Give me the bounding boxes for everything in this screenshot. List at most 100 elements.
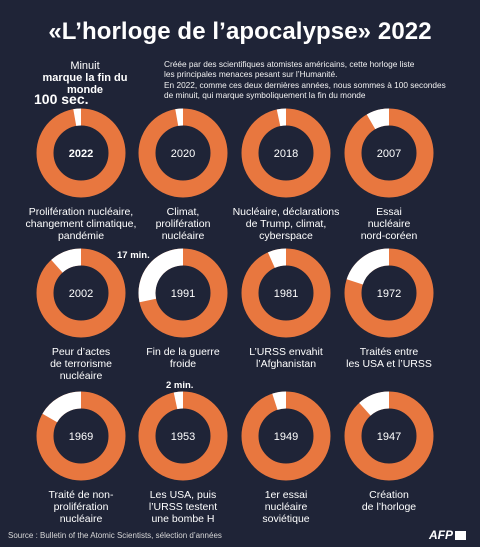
page-title: «L’horloge de l’apocalypse» 2022 xyxy=(48,18,432,45)
clock-caption-line: de l’horloge xyxy=(361,501,417,513)
clock-caption: L’URSS envahit l’Afghanistan xyxy=(226,346,346,370)
clock-caption-line: Traité de non- xyxy=(48,489,114,501)
clock-dial: 1947 xyxy=(344,391,434,481)
intro-line: En 2022, comme ces deux dernières années… xyxy=(164,79,446,90)
clock-caption-line: de terrorisme xyxy=(50,358,112,370)
clock-caption: Fin de la guerre froide xyxy=(123,346,243,370)
clock-caption-line: prolifération xyxy=(53,501,109,513)
clock-dial: 1953 xyxy=(138,391,228,481)
clock-year-label: 1949 xyxy=(274,431,298,443)
midnight-legend: Minuit marque la fin du monde xyxy=(26,60,144,96)
clock-dial: 2002 xyxy=(36,248,126,338)
clock-dial: 1972 xyxy=(344,248,434,338)
clock-caption-line: changement climatique, xyxy=(25,218,137,230)
clock-caption-line: prolifération xyxy=(155,218,211,230)
clock-ring xyxy=(138,391,228,481)
clock-year-label: 2002 xyxy=(69,288,93,300)
clock-remaining-segment xyxy=(175,108,184,126)
clock-2018: 2018 xyxy=(240,107,332,199)
clock-1972: 1972 xyxy=(343,247,435,339)
intro-line: Créée par des scientifiques atomistes am… xyxy=(164,59,415,69)
clock-caption-line: L’URSS envahit xyxy=(249,346,323,358)
clock-remaining-segment xyxy=(276,108,287,127)
clock-1947: 1947 xyxy=(343,390,435,482)
clock-remaining-segment xyxy=(272,391,287,410)
clock-caption: Nucléaire, déclarations de Trump, climat,… xyxy=(226,206,346,242)
clock-2022: 2022 xyxy=(35,107,127,199)
clock-ring xyxy=(138,108,228,198)
agency-logo: AFP xyxy=(429,528,466,542)
intro-line: les principales menaces pesant sur l’Hum… xyxy=(164,69,338,80)
clock-remaining-segment xyxy=(366,108,390,130)
clock-year-label: 1953 xyxy=(171,431,195,443)
clock-ring xyxy=(241,108,331,198)
clock-caption: Les USA, puis l’URSS testent une bombe H xyxy=(123,489,243,525)
clock-caption: 1er essai nucléaire soviétique xyxy=(226,489,346,525)
clock-caption: Climat, prolifération nucléaire xyxy=(123,206,243,242)
clock-remaining-segment xyxy=(73,108,82,126)
clock-dial: 2018 xyxy=(241,108,331,198)
agency-logo-mark xyxy=(455,531,466,540)
clock-caption-line: Nucléaire, déclarations xyxy=(232,206,340,218)
clock-caption-line: cyberspace xyxy=(259,230,313,242)
clock-caption-line: une bombe H xyxy=(151,513,215,525)
clock-dial: 2007 xyxy=(344,108,434,198)
clock-caption-line: soviétique xyxy=(262,513,310,525)
clock-caption-line: Essai xyxy=(376,206,402,218)
clock-caption-line: froide xyxy=(169,358,197,370)
clock-year-label: 1981 xyxy=(274,288,298,300)
clock-dial: 1949 xyxy=(241,391,331,481)
clock-caption-line: l’URSS testent xyxy=(148,501,218,513)
clock-remaining-segment xyxy=(42,391,82,423)
midnight-label: Minuit xyxy=(70,60,100,72)
clock-dial: 1969 xyxy=(36,391,126,481)
clock-2007: 2007 xyxy=(343,107,435,199)
intro-line: de minuit, qui marque symboliquement la … xyxy=(164,90,366,101)
clock-1991: 1991 xyxy=(137,247,229,339)
clock-caption-line: l’Afghanistan xyxy=(255,358,317,370)
clock-caption-line: nucléaire xyxy=(59,370,103,382)
clock-caption-line: Climat, xyxy=(166,206,200,218)
clock-caption: Traité de non-prolifération nucléaire xyxy=(21,489,141,525)
clock-caption-line: Peur d’actes xyxy=(51,346,111,358)
clock-year-label: 1972 xyxy=(377,288,401,300)
clock-remaining-segment xyxy=(359,391,390,416)
midnight-marker-label: marque la fin du monde xyxy=(42,72,128,96)
clock-ring xyxy=(36,108,126,198)
clock-year-label: 2007 xyxy=(377,148,401,160)
clock-2002: 2002 xyxy=(35,247,127,339)
clock-caption-line: nucléaire xyxy=(367,218,411,230)
clock-remaining-segment xyxy=(267,248,287,269)
agency-logo-text: AFP xyxy=(429,528,453,542)
annotation-1991: 17 min. xyxy=(117,250,150,261)
clock-remaining-segment xyxy=(173,391,184,410)
clock-caption-line: Fin de la guerre xyxy=(146,346,220,358)
clock-dial: 2020 xyxy=(138,108,228,198)
clock-caption: Création de l’horloge xyxy=(329,489,449,513)
clock-2020: 2020 xyxy=(137,107,229,199)
clock-year-label: 1969 xyxy=(69,431,93,443)
clock-caption-line: Création xyxy=(369,489,409,501)
clock-remaining-segment xyxy=(138,248,184,303)
annotation-1953: 2 min. xyxy=(166,380,194,391)
clock-caption-line: nord-coréen xyxy=(360,230,418,242)
clock-caption-line: nucléaire xyxy=(161,230,205,242)
clock-remaining-segment xyxy=(51,248,82,273)
clock-1953: 1953 xyxy=(137,390,229,482)
clock-caption: Peur d’actes de terrorisme nucléaire xyxy=(21,346,141,382)
clock-year-label: 2020 xyxy=(171,148,195,160)
clock-caption-line: les USA et l’URSS xyxy=(346,358,432,370)
clock-caption-line: 1er essai xyxy=(264,489,308,501)
clock-dial: 2022 xyxy=(36,108,126,198)
clock-year-label: 1991 xyxy=(171,288,195,300)
clock-dial: 1991 xyxy=(138,248,228,338)
clock-remaining-segment xyxy=(346,248,390,285)
clock-year-label: 2022 xyxy=(69,148,93,160)
clock-year-label: 2018 xyxy=(274,148,298,160)
intro-text: Créée par des scientifiques atomistes am… xyxy=(164,59,464,101)
clock-caption-line: de Trump, climat, xyxy=(245,218,327,230)
clock-caption-line: nucléaire xyxy=(59,513,103,525)
clock-1981: 1981 xyxy=(240,247,332,339)
clock-caption: Essai nucléaire nord-coréen xyxy=(329,206,449,242)
clock-dial: 1981 xyxy=(241,248,331,338)
